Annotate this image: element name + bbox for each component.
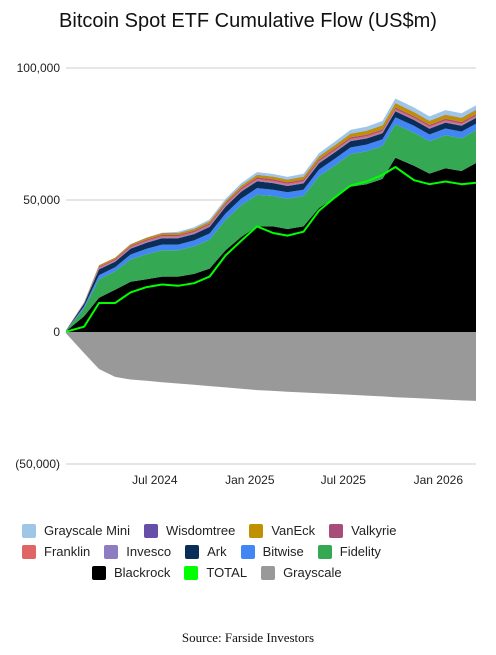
legend-item: Wisdomtree (143, 523, 236, 538)
y-tick-label: 0 (53, 325, 60, 339)
legend-item: Fidelity (317, 544, 381, 559)
legend-item: Franklin (22, 544, 90, 559)
legend: Grayscale Mini Wisdomtree VanEck Valkyrie Fr… (22, 520, 482, 583)
legend-swatch (22, 523, 36, 538)
legend-swatch (22, 544, 36, 559)
legend-swatch (329, 523, 344, 538)
legend-row: Grayscale Mini Wisdomtree VanEck Valkyrie (22, 520, 482, 541)
axis-labels: 100,000 50,000 0 (50,000) Jul 2024 Jan 2025 Ju… (15, 61, 463, 487)
legend-item: Ark (185, 544, 227, 559)
x-tick-label: Jan 2026 (414, 473, 464, 487)
chart-title: Bitcoin Spot ETF Cumulative Flow (US$m) (59, 10, 437, 32)
legend-label: Blackrock (114, 565, 171, 580)
legend-label: Valkyrie (351, 523, 397, 538)
legend-label: Bitwise (262, 544, 304, 559)
legend-item: Invesco (104, 544, 171, 559)
legend-item: Blackrock (92, 565, 170, 580)
legend-swatch (92, 565, 106, 580)
legend-label: Grayscale Mini (44, 523, 130, 538)
x-tick-label: Jul 2024 (132, 473, 178, 487)
legend-swatch (184, 565, 199, 580)
legend-label: VanEck (271, 523, 316, 538)
legend-item: VanEck (249, 523, 315, 538)
legend-swatch (317, 544, 332, 559)
y-tick-label: (50,000) (15, 457, 60, 471)
legend-item: TOTAL (184, 565, 247, 580)
legend-swatch (249, 523, 264, 538)
legend-label: TOTAL (206, 565, 248, 580)
legend-label: Grayscale (283, 565, 342, 580)
x-tick-label: Jul 2025 (321, 473, 367, 487)
legend-label: Franklin (44, 544, 91, 559)
legend-row: Blackrock TOTAL Grayscale (22, 562, 482, 583)
legend-label: Fidelity (339, 544, 381, 559)
area-bitwise (66, 117, 476, 331)
y-tick-label: 50,000 (23, 193, 60, 207)
legend-swatch (104, 544, 119, 559)
legend-label: Invesco (126, 544, 172, 559)
legend-item: Grayscale (261, 565, 342, 580)
legend-swatch (143, 523, 158, 538)
total-line (65, 166, 477, 333)
stacked-areas (66, 98, 476, 401)
legend-label: Ark (207, 544, 227, 559)
y-tick-label: 100,000 (17, 61, 61, 75)
legend-swatch (240, 544, 255, 559)
legend-item: Valkyrie (329, 523, 396, 538)
legend-swatch (261, 565, 276, 580)
legend-swatch (185, 544, 200, 559)
area-blackrock (66, 157, 476, 332)
legend-item: Bitwise (240, 544, 304, 559)
area-fidelity (66, 124, 476, 332)
legend-label: Wisdomtree (165, 523, 236, 538)
legend-item: Grayscale Mini (22, 523, 130, 538)
legend-row: Franklin Invesco Ark Bitwise Fidelity (22, 541, 482, 562)
total-line-layer (65, 166, 477, 333)
x-tick-label: Jan 2025 (225, 473, 275, 487)
source-note: Source: Farside Investors (181, 630, 315, 645)
area-grayscale (66, 332, 476, 401)
